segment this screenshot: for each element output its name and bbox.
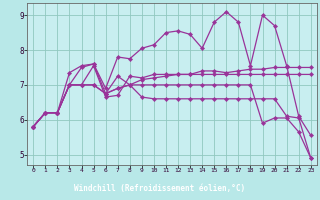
Text: Windchill (Refroidissement éolien,°C): Windchill (Refroidissement éolien,°C): [75, 184, 245, 193]
